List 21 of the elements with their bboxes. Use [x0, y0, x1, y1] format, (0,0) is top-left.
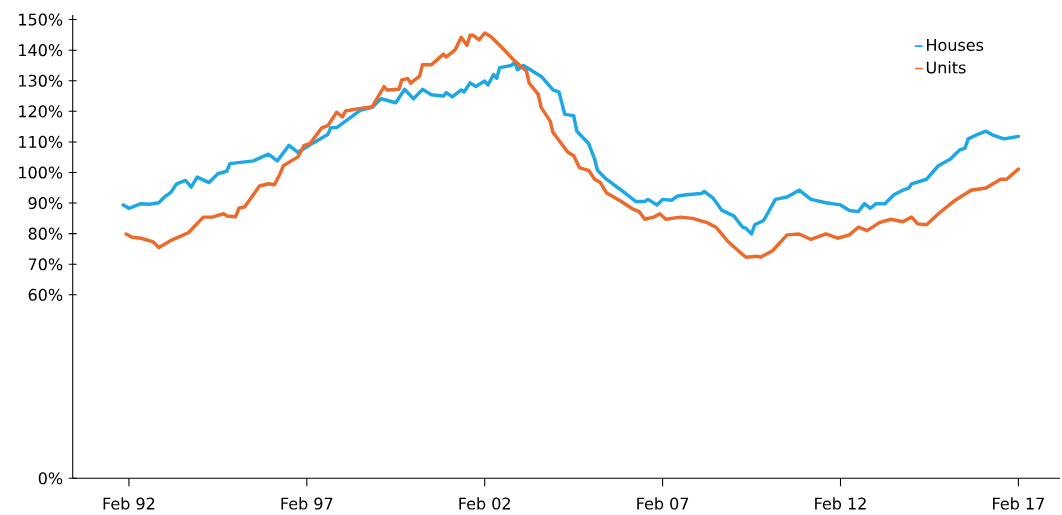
y-tick-label: 60%	[28, 288, 63, 301]
y-tick-label: 150%	[19, 13, 63, 26]
x-tick-label: Feb 17	[993, 497, 1044, 510]
x-tick-label: Feb 02	[459, 497, 510, 510]
y-tick-label: 0%	[38, 472, 63, 485]
y-tick-label: 100%	[19, 166, 63, 179]
x-tick-label: Feb 07	[637, 497, 689, 510]
x-tick-label: Feb 12	[815, 497, 866, 510]
legend-label: Units	[926, 61, 966, 74]
line-series	[124, 31, 1021, 259]
y-tick-label: 110%	[19, 135, 63, 148]
x-tick-label: Feb 92	[103, 497, 155, 510]
y-tick-label: 130%	[19, 74, 63, 87]
y-tick-label: 120%	[19, 105, 63, 118]
x-tick-label: Feb 97	[281, 497, 333, 510]
y-tick-label: 70%	[28, 258, 63, 271]
y-tick-label: 80%	[28, 227, 63, 240]
y-tick-label: 140%	[19, 44, 63, 57]
legend-label: Houses	[927, 39, 984, 52]
line-series	[121, 60, 1021, 236]
y-tick-label: 90%	[28, 197, 63, 210]
